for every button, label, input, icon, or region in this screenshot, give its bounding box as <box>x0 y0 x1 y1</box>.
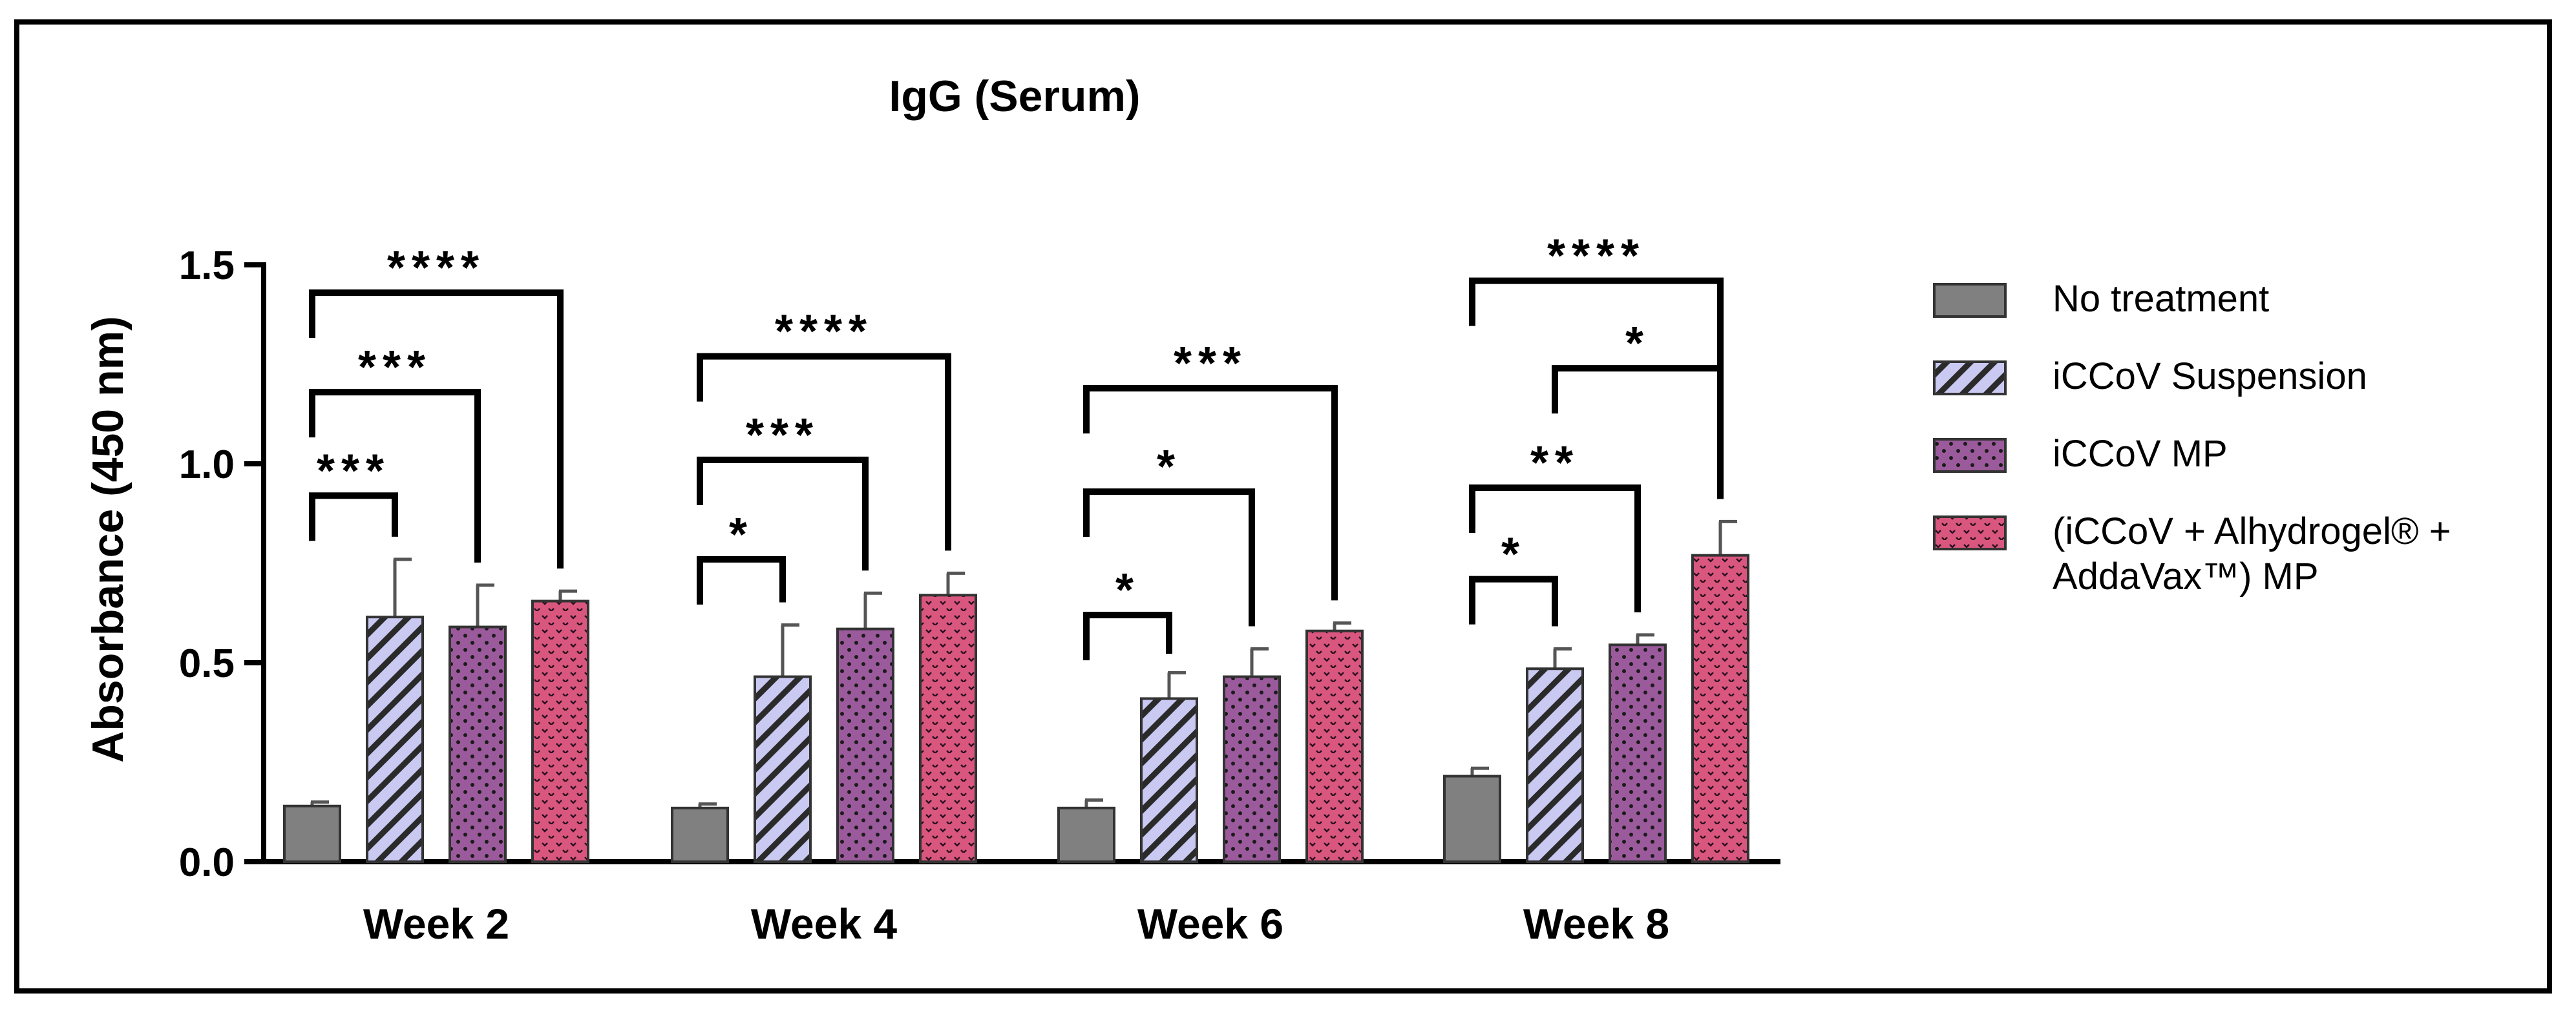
bar <box>366 616 424 863</box>
x-tick-label: Week 8 <box>1523 900 1669 948</box>
significance-bracket <box>309 289 564 569</box>
x-tick-label: Week 2 <box>363 900 509 948</box>
significance-brackets: ******************************* <box>309 231 1724 661</box>
significance-bracket <box>309 389 481 563</box>
bar <box>1223 675 1281 864</box>
significance-label: *** <box>358 342 432 393</box>
bars: Week 2 Week 4 Week 6 Week 8 <box>283 519 1749 948</box>
significance-label: * <box>1625 318 1650 369</box>
legend-swatch <box>1933 515 2007 550</box>
significance-label: *** <box>317 445 390 497</box>
x-tick-label: Week 4 <box>751 900 898 948</box>
significance-label: * <box>1501 529 1526 581</box>
y-tick-label: 0.0 <box>179 840 235 885</box>
significance-bracket <box>697 353 951 551</box>
significance-bracket <box>1469 484 1641 612</box>
y-tick-label: 1.0 <box>179 442 235 487</box>
significance-bracket <box>309 492 398 541</box>
chart-title: IgG (Serum) <box>889 72 1140 121</box>
significance-bracket <box>1083 384 1338 601</box>
significance-label: ** <box>1530 437 1579 489</box>
y-tick-label: 1.5 <box>179 244 235 288</box>
legend-label: iCCoV MP <box>2053 433 2228 475</box>
bar <box>919 594 977 864</box>
bar <box>449 625 507 863</box>
significance-label: * <box>729 509 754 561</box>
legend-swatch <box>1933 283 2007 318</box>
bar <box>531 599 589 864</box>
bar <box>1057 806 1115 863</box>
significance-label: **** <box>1547 231 1645 282</box>
legend-label: iCCoV Suspension <box>2053 355 2367 397</box>
significance-label: *** <box>746 410 819 461</box>
significance-bracket <box>697 456 869 571</box>
legend-swatch <box>1933 438 2007 473</box>
bar <box>754 675 812 864</box>
figure-frame <box>14 19 2552 994</box>
significance-label: **** <box>775 306 873 358</box>
bar <box>1609 643 1667 864</box>
legend-label: No treatment <box>2053 278 2269 320</box>
legend-swatch <box>1933 360 2007 395</box>
significance-label: * <box>1115 565 1140 616</box>
y-axis-label: Absorbance (450 nm) <box>83 316 132 763</box>
bar <box>1691 554 1749 863</box>
y-tick-label: 0.5 <box>179 641 235 686</box>
legend: No treatment iCCoV Suspension iCCoV MP (iCC… <box>1933 278 2451 598</box>
significance-bracket <box>1469 576 1558 627</box>
bar <box>1526 667 1584 863</box>
significance-label: **** <box>387 242 485 294</box>
significance-bracket <box>1083 488 1255 627</box>
bar <box>836 627 894 863</box>
bar <box>671 806 729 863</box>
significance-label: *** <box>1174 338 1247 390</box>
legend-label: (iCCoV + Alhydrogel® + <box>2053 510 2451 552</box>
significance-bracket <box>697 556 786 605</box>
bar <box>283 804 341 864</box>
significance-bracket <box>1469 277 1724 499</box>
bar <box>1443 775 1501 864</box>
bar <box>1305 629 1364 863</box>
legend-label: AddaVax™) MP <box>2053 556 2319 598</box>
significance-label: * <box>1157 441 1181 493</box>
bar <box>1140 697 1198 863</box>
significance-bracket <box>1083 612 1172 661</box>
significance-bracket <box>1552 365 1724 499</box>
x-tick-label: Week 6 <box>1137 900 1283 948</box>
